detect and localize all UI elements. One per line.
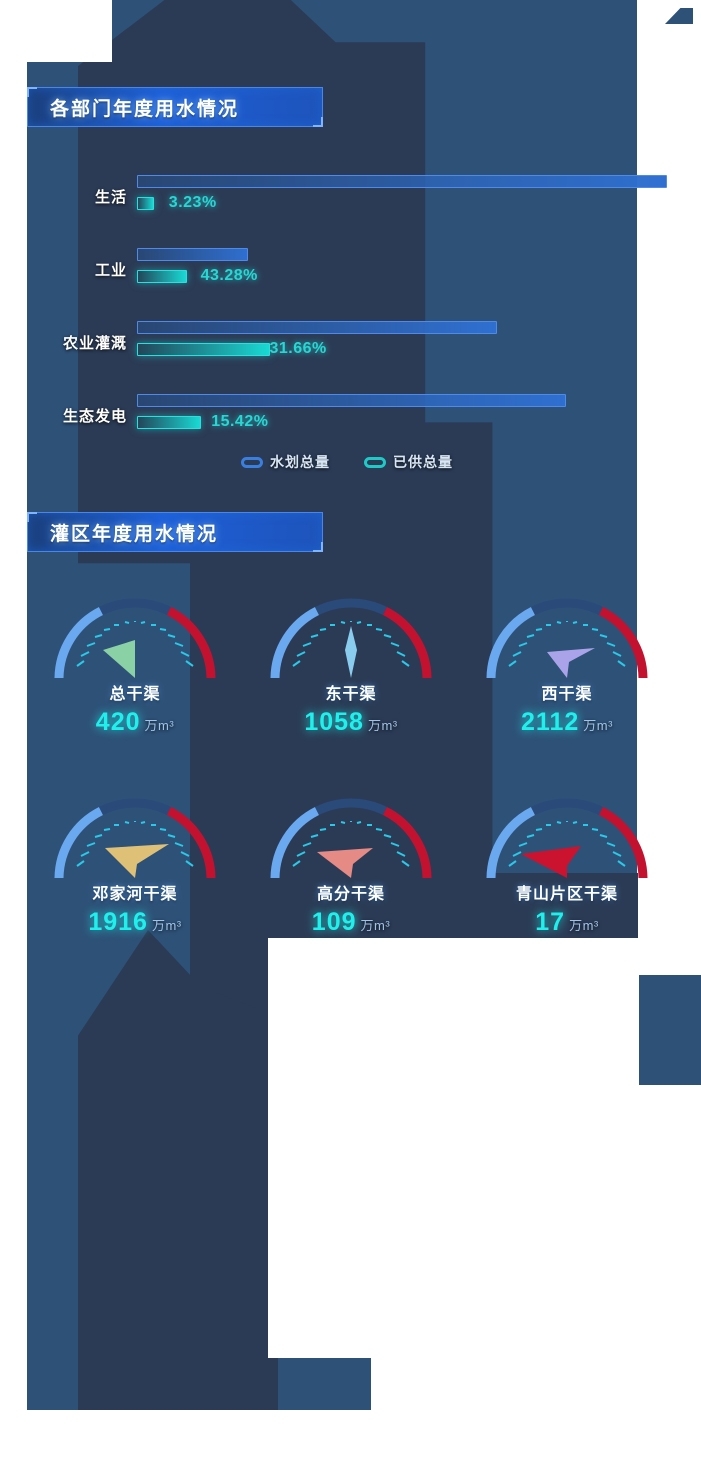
- bar-plan-3: [137, 393, 567, 407]
- gauge-label: 西干渠: [541, 686, 593, 703]
- bar-stack: 43.28%: [137, 242, 667, 298]
- legend-swatch-icon: [241, 456, 263, 468]
- bar-supply-1: [137, 269, 187, 283]
- gauge-unit: 万m³: [151, 918, 182, 933]
- bar-supply-2: [137, 342, 270, 356]
- gauge-dial-icon: [261, 778, 441, 886]
- gauge-label: 东干渠: [325, 686, 377, 703]
- bar-row: 生活 3.23%: [27, 160, 667, 233]
- legend-label: 已供总量: [393, 454, 453, 470]
- background-mask-bottom: [371, 938, 701, 1462]
- gauge-dial-icon: [45, 778, 225, 886]
- gauge-value: 1916: [88, 908, 148, 936]
- bar-plan-0: [137, 174, 667, 188]
- bar-percent-label: 31.66%: [269, 339, 327, 357]
- background-mask-right: [268, 938, 640, 1358]
- gauge-card-1[interactable]: 东干渠 1058 万m³: [243, 578, 459, 778]
- gauge-value: 109: [311, 908, 357, 936]
- bar-plan-1: [137, 247, 249, 261]
- legend-item-supply[interactable]: 已供总量: [364, 452, 453, 472]
- gauge-unit: 万m³: [569, 918, 599, 933]
- bar-category-label: 生态发电: [62, 408, 127, 425]
- gauge-card-0[interactable]: 总干渠 420 万m³: [27, 578, 243, 778]
- bar-row: 生态发电 15.42%: [27, 379, 667, 452]
- gauge-label: 总干渠: [109, 686, 161, 703]
- department-water-bar-chart: 生活 3.23% 工业 43.28% 农业灌溉 31.66%: [27, 160, 667, 480]
- gauge-unit: 万m³: [360, 918, 391, 933]
- gauge-dial-icon: [261, 578, 441, 686]
- gauge-reading: 420 万m³: [96, 708, 174, 737]
- irrigation-gauge-grid: 总干渠 420 万m³: [27, 578, 675, 978]
- bar-category-label: 工业: [94, 262, 127, 279]
- gauge-unit: 万m³: [367, 718, 398, 733]
- gauge-card-2[interactable]: 西干渠 2112 万m³: [459, 578, 675, 778]
- section-title-department: 各部门年度用水情况: [50, 98, 240, 120]
- legend-swatch-icon: [364, 456, 386, 468]
- gauge-unit: 万m³: [144, 718, 175, 733]
- background-margin-topleft: [0, 0, 112, 62]
- bar-percent-label: 43.28%: [200, 266, 258, 284]
- gauge-value: 1058: [304, 708, 364, 736]
- background-band-right: [639, 975, 701, 1085]
- gauge-reading: 1058 万m³: [304, 708, 397, 737]
- bar-category-label: 农业灌溉: [62, 335, 127, 352]
- gauge-card-4[interactable]: 高分干渠 109 万m³: [243, 778, 459, 978]
- gauge-label: 邓家河干渠: [92, 886, 178, 903]
- gauge-label: 高分干渠: [316, 886, 385, 903]
- bar-percent-label: 15.42%: [211, 412, 269, 430]
- gauge-card-5[interactable]: 青山片区干渠 17 万m³: [459, 778, 675, 978]
- gauge-dial-icon: [477, 778, 657, 886]
- gauge-reading: 2112 万m³: [521, 708, 613, 737]
- gauge-value: 17: [535, 908, 566, 936]
- bar-stack: 15.42%: [137, 388, 667, 444]
- bar-stack: 3.23%: [137, 169, 667, 225]
- gauge-value: 420: [95, 708, 141, 736]
- gauge-dial-icon: [45, 578, 225, 686]
- bar-row: 农业灌溉 31.66%: [27, 306, 667, 379]
- background-margin-bottom: [0, 1410, 701, 1462]
- gauge-reading: 109 万m³: [312, 908, 390, 937]
- bar-stack: 31.66%: [137, 315, 667, 371]
- gauge-card-3[interactable]: 邓家河干渠 1916 万m³: [27, 778, 243, 978]
- background-margin-left: [0, 0, 27, 1462]
- gauge-value: 2112: [521, 708, 580, 736]
- bar-plan-2: [137, 320, 498, 334]
- gauge-label: 青山片区干渠: [515, 886, 618, 903]
- gauge-reading: 1916 万m³: [88, 908, 181, 937]
- section-title-irrigation: 灌区年度用水情况: [50, 523, 219, 545]
- chart-legend: 水划总量 已供总量: [27, 452, 667, 472]
- bar-percent-label: 3.23%: [168, 193, 217, 211]
- background-corner-accent: [665, 8, 693, 24]
- background-plate-lower: [78, 930, 278, 1410]
- section-header-department: 各部门年度用水情况: [27, 87, 323, 127]
- legend-item-plan[interactable]: 水划总量: [241, 452, 330, 472]
- gauge-reading: 17 万m³: [535, 908, 598, 937]
- bar-supply-3: [137, 415, 201, 429]
- section-header-irrigation: 灌区年度用水情况: [27, 512, 323, 552]
- bar-supply-0: [137, 196, 155, 210]
- legend-label: 水划总量: [270, 454, 330, 470]
- gauge-dial-icon: [477, 578, 657, 686]
- bar-category-label: 生活: [94, 189, 127, 206]
- gauge-unit: 万m³: [583, 718, 613, 733]
- bar-row: 工业 43.28%: [27, 233, 667, 306]
